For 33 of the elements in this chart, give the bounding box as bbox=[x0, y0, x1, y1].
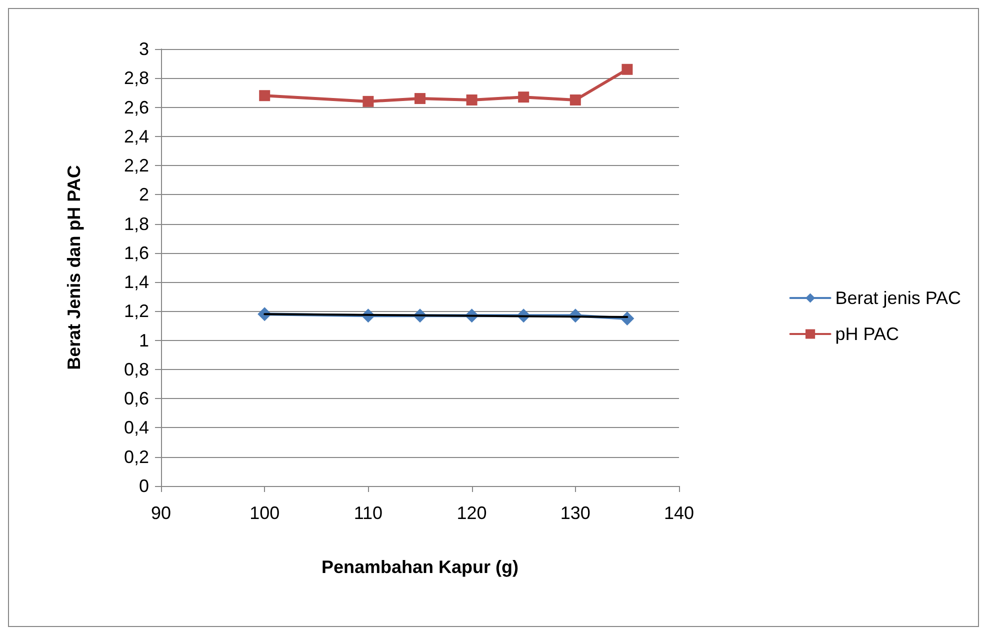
point bbox=[622, 64, 633, 75]
y-tick-label: 2 bbox=[138, 184, 149, 205]
y-tick-label: 1,6 bbox=[124, 242, 149, 263]
x-tick-label: 130 bbox=[560, 503, 590, 523]
point bbox=[466, 94, 478, 106]
point bbox=[518, 92, 530, 103]
point bbox=[259, 90, 270, 102]
y-tick-label: 2,6 bbox=[124, 97, 149, 118]
x-tick-label: 140 bbox=[664, 503, 694, 523]
y-tick-label: 1,4 bbox=[124, 272, 149, 292]
y-tick-label: 1 bbox=[138, 330, 149, 350]
y-tick-label: 2,2 bbox=[124, 156, 149, 176]
x-tick-label: 120 bbox=[456, 503, 487, 523]
y-axis-title: Berat Jenis dan pH PAC bbox=[64, 165, 84, 370]
y-tick-label: 1,8 bbox=[124, 214, 149, 234]
y-tick-label: 0,4 bbox=[124, 418, 149, 438]
y-tick-label: 0,8 bbox=[124, 359, 149, 380]
y-tick-label: 2,8 bbox=[124, 68, 149, 88]
y-tick-label: 2,4 bbox=[124, 126, 149, 146]
point bbox=[362, 96, 374, 107]
y-tick-label: 3 bbox=[138, 39, 149, 59]
legend-label: Berat jenis PAC bbox=[835, 288, 961, 308]
x-tick-label: 110 bbox=[354, 503, 383, 523]
x-tick-label: 100 bbox=[250, 503, 280, 523]
y-tick-label: 0,2 bbox=[124, 446, 149, 467]
y-tick-label: 0 bbox=[138, 476, 149, 496]
legend-label: pH PAC bbox=[835, 324, 899, 344]
x-axis-title: Penambahan Kapur (g) bbox=[321, 557, 519, 577]
y-tick-label: 0,6 bbox=[124, 388, 149, 409]
y-tick-label: 1,2 bbox=[124, 301, 149, 322]
x-tick-label: 90 bbox=[150, 503, 172, 523]
point bbox=[570, 94, 581, 106]
point bbox=[414, 93, 426, 104]
